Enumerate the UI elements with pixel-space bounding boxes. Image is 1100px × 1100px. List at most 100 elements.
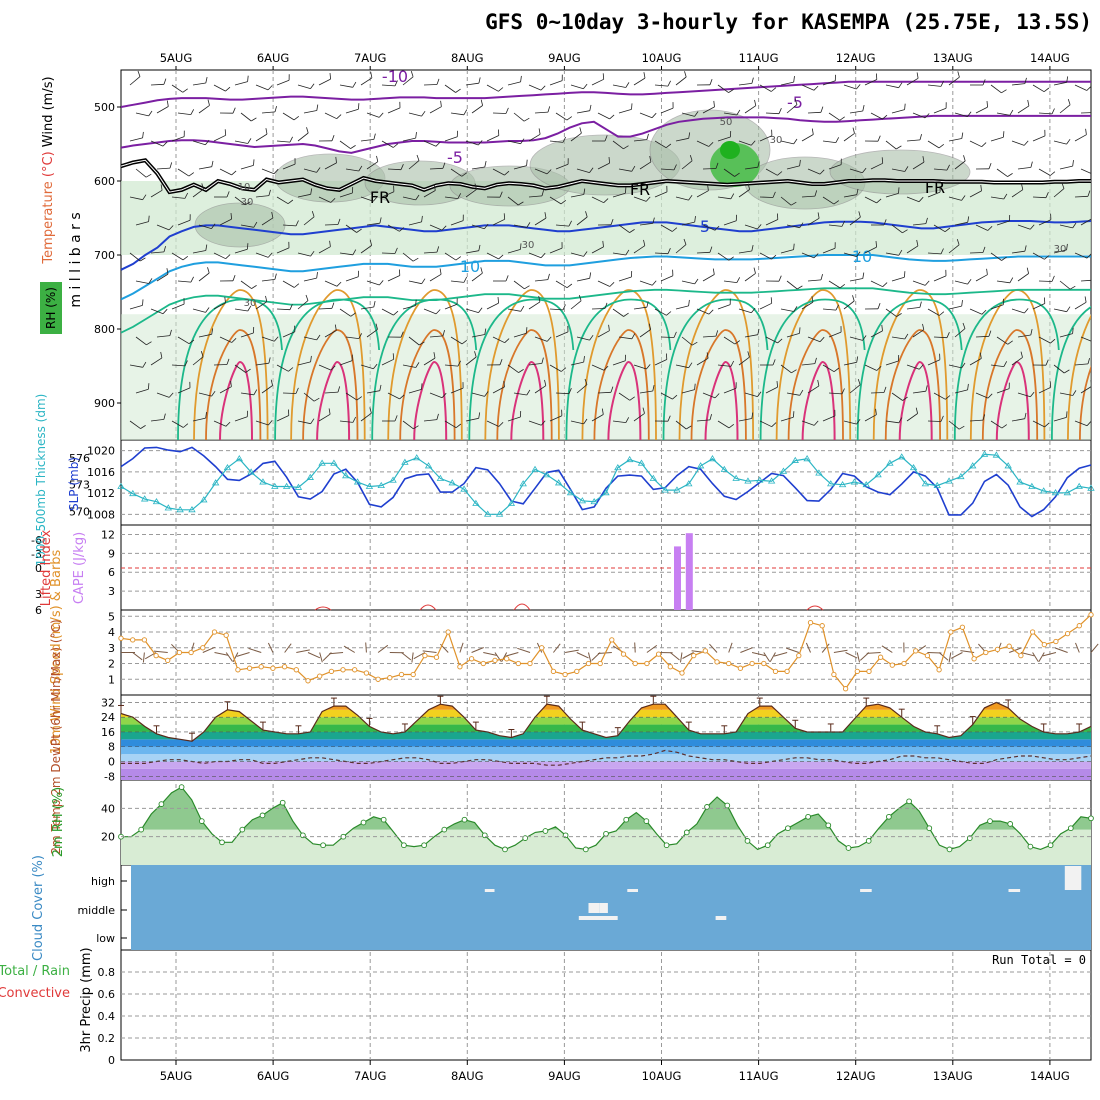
y-tick-label: 800 <box>94 323 115 336</box>
wind-barb-flag <box>1024 77 1027 84</box>
wind-barb <box>660 392 673 400</box>
wind-barb <box>975 106 988 114</box>
wind-barb-flag <box>1043 87 1050 93</box>
wind-barb-10m <box>881 645 893 653</box>
wind-barb <box>675 305 689 310</box>
wind-barb <box>618 168 632 172</box>
wind-barb <box>423 308 437 315</box>
wind-barb <box>276 140 291 143</box>
wind-speed-point <box>1029 629 1036 635</box>
wind-barb <box>1053 417 1067 422</box>
wind-barb-flag <box>247 138 252 144</box>
wind-barb-flag <box>772 191 776 198</box>
slp-tick-label: 1012 <box>87 487 115 500</box>
rh-point <box>441 826 448 833</box>
thickness-point <box>259 478 267 485</box>
wind-barb <box>150 83 165 86</box>
wind-barb <box>744 392 758 397</box>
isotherm-lobe <box>399 329 456 440</box>
wind-barb <box>843 420 857 425</box>
wind-barb <box>1038 219 1052 226</box>
wind-barb-flag <box>410 70 414 77</box>
wind-barb-flag <box>852 295 855 302</box>
wind-speed-point <box>854 668 860 675</box>
cloud-gap <box>1008 889 1021 892</box>
wind-barb <box>450 168 463 177</box>
wind-barb-10m <box>646 644 658 653</box>
wind-barb-flag <box>902 229 908 234</box>
wind-barb-flag <box>578 294 582 301</box>
wind-barb <box>408 221 422 226</box>
thickness-point <box>803 455 811 462</box>
wind-barb <box>570 132 582 142</box>
wind-barb-10m <box>751 652 766 657</box>
rh-point <box>886 813 892 820</box>
wind-barb <box>786 392 800 396</box>
wind-barb <box>534 217 547 226</box>
wind-barb <box>129 76 141 86</box>
wind-barb-flag <box>688 362 693 368</box>
contour-label: 10 <box>460 257 480 276</box>
cloud-gap <box>586 916 618 920</box>
wind-barb <box>723 168 735 177</box>
wind-barb <box>807 217 820 226</box>
wind-barb-flag <box>666 311 672 316</box>
wind-barb <box>639 329 651 338</box>
wind-barb <box>822 80 836 86</box>
top-date-label: 8AUG <box>451 51 484 65</box>
wind-barb-10m <box>413 652 426 660</box>
rh-point <box>603 830 609 837</box>
wind-barb <box>150 308 164 315</box>
wind-barb-flag <box>435 309 441 315</box>
wind-barb-flag <box>295 220 299 227</box>
isotherm-lobe <box>593 329 650 440</box>
wind-speed-point <box>714 659 720 665</box>
wind-barb-flag <box>940 248 944 255</box>
wind-barb-flag <box>372 196 378 202</box>
wind-barb <box>738 356 750 366</box>
wind-barb-flag <box>1007 340 1013 345</box>
wind-barb <box>1032 135 1046 142</box>
wind-barb <box>444 84 456 93</box>
wind-barb-flag <box>352 416 357 423</box>
wind-barb <box>828 224 842 227</box>
wind-tick-label: 5 <box>108 610 115 623</box>
wind-barb-flag <box>609 114 615 120</box>
wind-barb-flag <box>436 413 439 420</box>
wind-barb-flag <box>777 171 783 176</box>
isotherm-lobe <box>898 360 933 440</box>
wind-barb-10m <box>225 652 233 662</box>
isotherm-lobe <box>316 360 351 440</box>
thickness-tick-label: 570 <box>69 506 90 519</box>
wind-barb-flag <box>875 241 877 248</box>
wind-barb-flag <box>833 367 840 373</box>
wind-barb-flag <box>316 104 319 111</box>
wind-barb-flag <box>190 109 195 115</box>
wind-barb-flag <box>306 127 309 134</box>
isotherm-lobe <box>219 360 253 440</box>
wind-barb-flag <box>623 145 629 150</box>
wind-barb <box>192 188 204 198</box>
isotherm-minus-10 <box>121 80 1091 108</box>
wind-barb <box>954 389 968 394</box>
slp-ylabel: SLP (mb) <box>67 457 81 511</box>
wind-barb <box>1017 224 1031 230</box>
wind-barb <box>990 252 1002 261</box>
wind-barb <box>282 280 295 288</box>
wind-barb <box>696 308 710 315</box>
wind-barb <box>612 308 624 317</box>
wind-barb <box>786 104 798 114</box>
upper-air-ylabel-part: Temperature <box>41 177 56 264</box>
rh-point <box>724 802 731 809</box>
wind-barb <box>129 252 141 262</box>
wind-barb-10m <box>1055 647 1068 653</box>
wind-barb <box>471 392 485 397</box>
wind-barb-flag <box>182 88 188 93</box>
wind-barb <box>828 164 842 170</box>
wind-barb-flag <box>358 333 363 339</box>
wind-barb-flag <box>649 155 652 162</box>
wind-barb <box>870 162 883 170</box>
rh-point <box>178 784 185 790</box>
wind-barb <box>807 279 822 282</box>
